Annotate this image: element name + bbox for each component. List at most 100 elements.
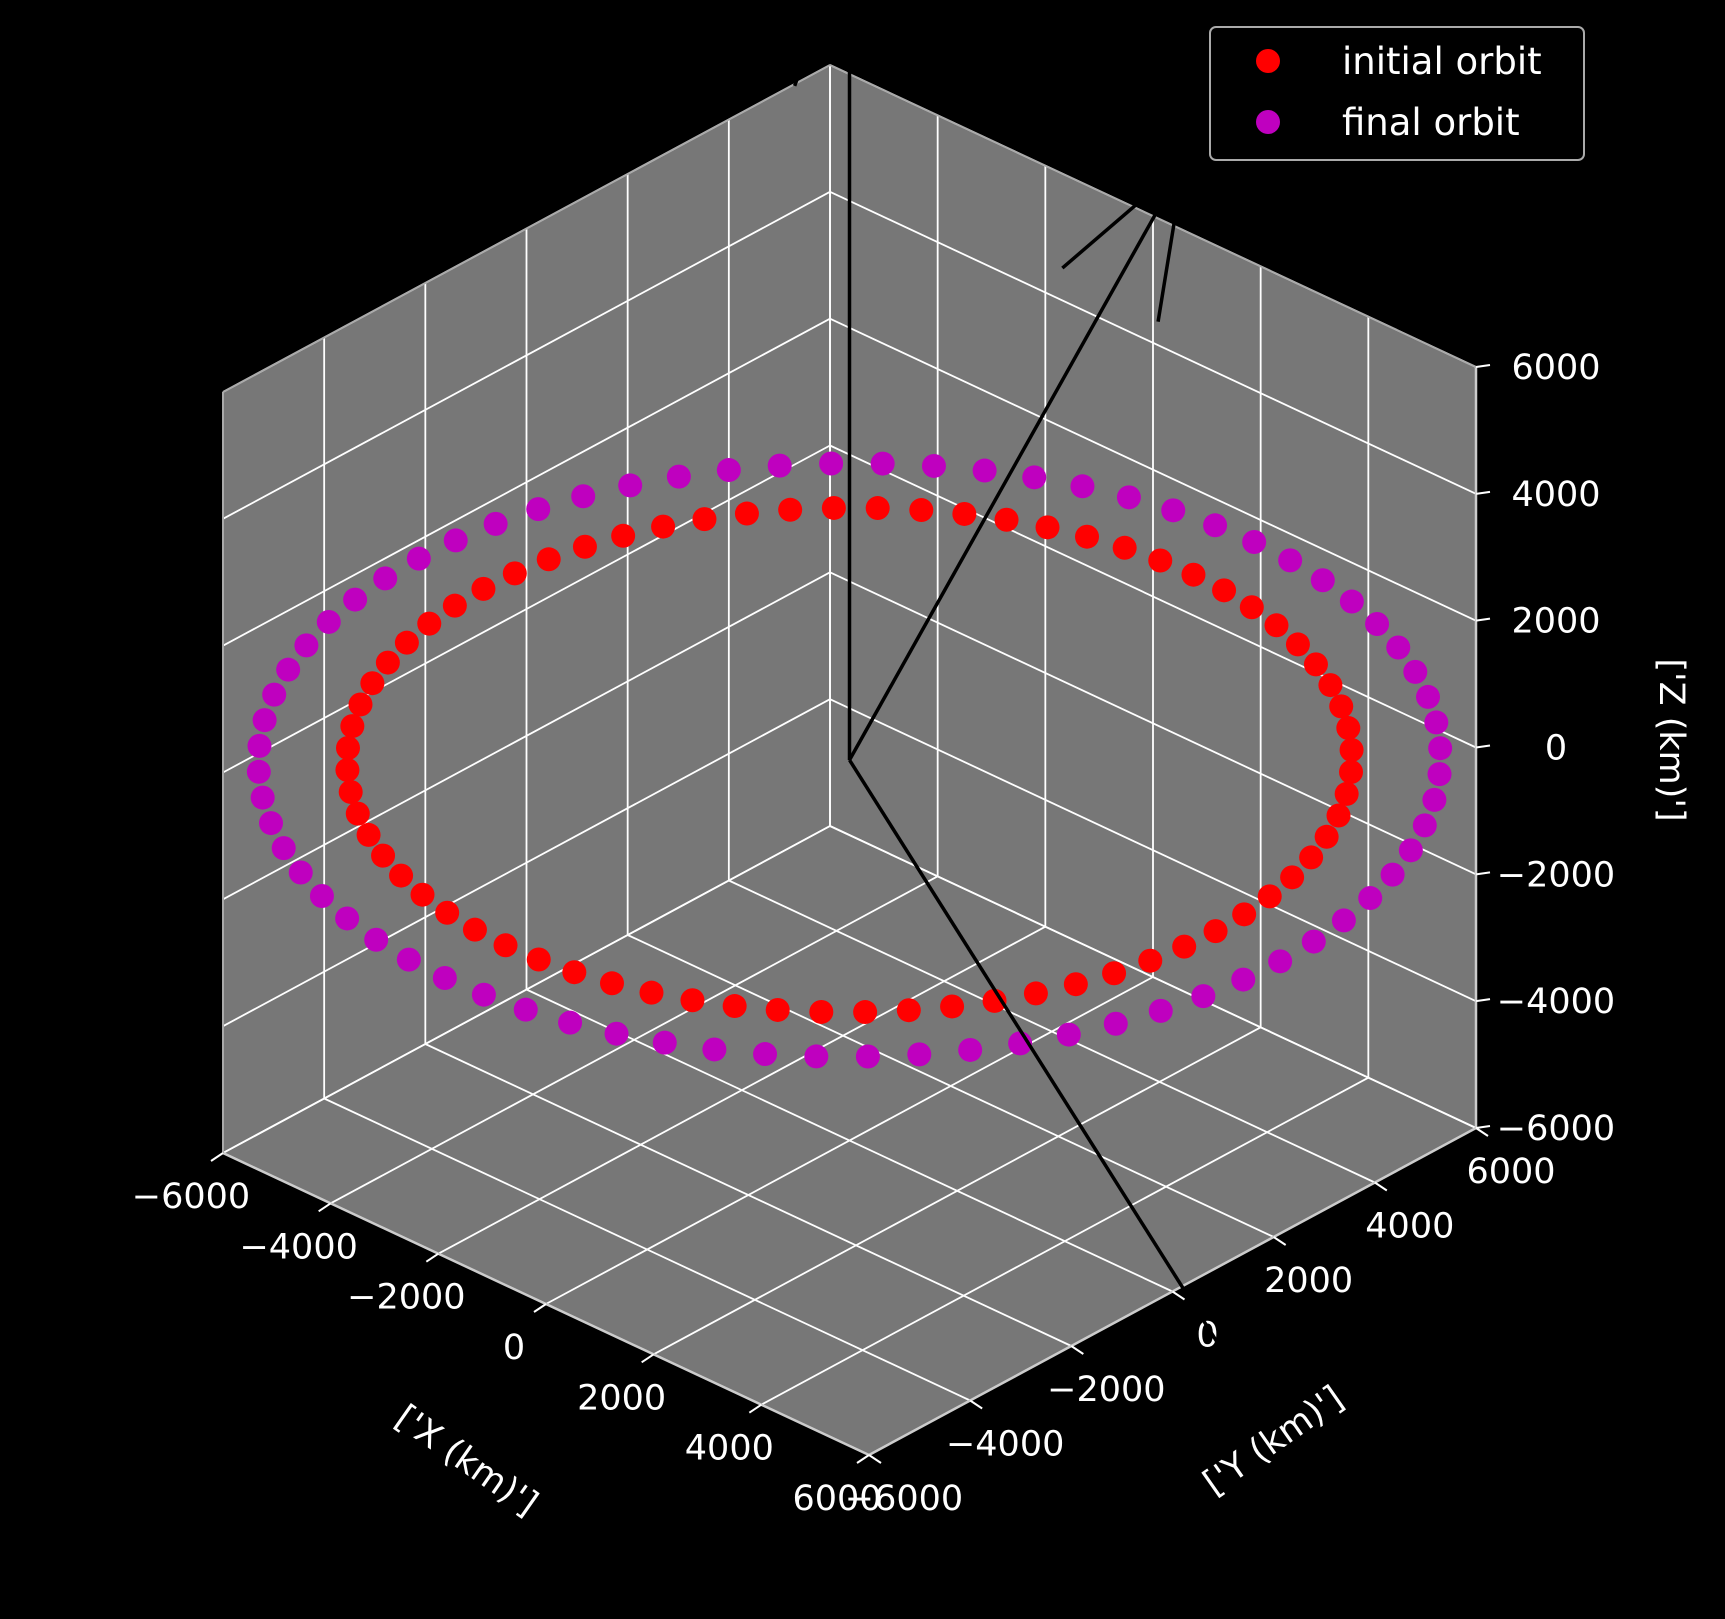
initial-orbit-point — [562, 960, 587, 985]
initial-orbit-point — [734, 501, 759, 526]
final-orbit-point — [288, 860, 313, 885]
initial-orbit-point — [809, 999, 834, 1024]
final-orbit-point — [571, 484, 596, 509]
initial-orbit-point — [1212, 578, 1237, 603]
z-axis-label: ['Z (km)'] — [1651, 658, 1691, 821]
final-orbit-point — [870, 451, 895, 476]
final-orbit-point — [1278, 548, 1303, 573]
initial-orbit-point — [765, 997, 790, 1022]
initial-orbit-point — [338, 779, 363, 804]
final-orbit-point — [526, 497, 551, 522]
final-orbit-point — [855, 1044, 880, 1069]
z-tick-label: 2000 — [1511, 602, 1600, 642]
initial-orbit-point — [1334, 781, 1359, 806]
vector-line — [848, 759, 1363, 1571]
x-tick-label: 6000 — [792, 1479, 881, 1519]
initial-orbit-point — [1336, 716, 1361, 741]
final-orbit-point — [471, 982, 496, 1007]
grid-lines — [222, 64, 1477, 1456]
vector-arrowhead — [1061, 162, 1185, 270]
initial-orbit-point — [909, 498, 934, 523]
grid-line — [829, 825, 1477, 1129]
initial-orbit-point — [348, 692, 373, 717]
initial-orbit-point — [1035, 515, 1060, 540]
final-orbit-point — [767, 453, 792, 478]
y-tick-label: 4000 — [1365, 1207, 1454, 1247]
y-tick — [1171, 1290, 1186, 1301]
initial-orbit-point — [442, 593, 467, 618]
final-orbit-point — [1398, 838, 1423, 863]
final-orbit-point — [271, 836, 296, 861]
initial-orbit-point — [651, 514, 676, 539]
final-orbit-point — [443, 528, 468, 553]
final-orbit-point — [1203, 513, 1228, 538]
final-orbit-point — [1427, 762, 1452, 787]
final-orbit-point — [406, 546, 431, 571]
grid-line — [222, 191, 831, 520]
final-orbit-point — [558, 1010, 583, 1035]
initial-orbit-point — [1112, 535, 1137, 560]
final-orbit-point — [618, 473, 643, 498]
final-orbit-point — [1022, 465, 1047, 490]
z-tick-label: 6000 — [1511, 348, 1600, 388]
x-tick — [533, 1303, 547, 1313]
initial-orbit-point — [394, 630, 419, 655]
x-tick — [748, 1403, 762, 1414]
final-orbit-point — [262, 682, 287, 707]
vector-arrowhead — [871, 0, 907, 87]
initial-orbit-point — [356, 822, 381, 847]
vector-arrowhead — [1325, 1413, 1363, 1571]
final-orbit-point — [1416, 684, 1441, 709]
final-orbit-point — [1116, 485, 1141, 510]
initial-orbit-point — [572, 534, 597, 559]
final-orbit-point — [958, 1037, 983, 1062]
initial-orbit-point — [1339, 759, 1364, 784]
initial-orbit-point — [1063, 972, 1088, 997]
z-tick — [1475, 744, 1491, 749]
z-tick-label: 4000 — [1511, 475, 1600, 515]
y-axis-label: ['Y (km)'] — [1196, 1379, 1351, 1504]
vector-arrowhead — [1156, 163, 1186, 322]
vector-arrowhead — [792, 0, 828, 87]
x-tick-label: 2000 — [577, 1378, 666, 1418]
y-tick — [1475, 1127, 1489, 1137]
z-tick — [1475, 871, 1491, 876]
initial-orbit-point — [1203, 919, 1228, 944]
y-tick-label: −2000 — [1047, 1370, 1165, 1410]
final-orbit-point — [1191, 984, 1216, 1009]
initial-orbit-point — [1299, 845, 1324, 870]
y-tick — [1273, 1236, 1287, 1246]
initial-orbit-point — [493, 933, 518, 958]
final-orbit-point — [1424, 710, 1449, 735]
final-orbit-point — [276, 657, 301, 682]
final-orbit-point — [483, 511, 508, 536]
final-orbit-point — [753, 1042, 778, 1067]
initial-orbit-point — [896, 998, 921, 1023]
final-orbit-point — [972, 458, 997, 483]
y-tick — [969, 1399, 983, 1410]
initial-orbit-point — [375, 650, 400, 675]
initial-orbit-point — [1138, 948, 1163, 973]
initial-orbit-point — [417, 611, 442, 636]
pane-edge — [222, 64, 831, 393]
y-tick — [868, 1454, 882, 1464]
initial-orbit-point — [1023, 981, 1048, 1006]
final-orbit-point — [604, 1021, 629, 1046]
final-orbit-point — [907, 1042, 932, 1067]
x-tick-label: −2000 — [347, 1278, 465, 1318]
final-orbit-point — [1242, 530, 1267, 554]
vector-arrowhead — [1233, 1470, 1362, 1572]
legend-frame — [1209, 26, 1585, 161]
initial-orbit-point — [435, 900, 460, 925]
initial-orbit-point — [639, 980, 664, 1005]
final-orbit-point — [1301, 929, 1326, 954]
initial-orbit-point — [389, 863, 414, 888]
final-orbit-point — [513, 997, 538, 1022]
x-tick-label: 0 — [503, 1328, 525, 1368]
final-orbit-point — [652, 1030, 677, 1055]
initial-orbit-point — [599, 971, 624, 996]
initial-orbit-point — [680, 988, 705, 1013]
z-tick — [1475, 617, 1491, 622]
final-orbit-point — [1380, 862, 1405, 887]
z-tick — [1475, 364, 1491, 368]
